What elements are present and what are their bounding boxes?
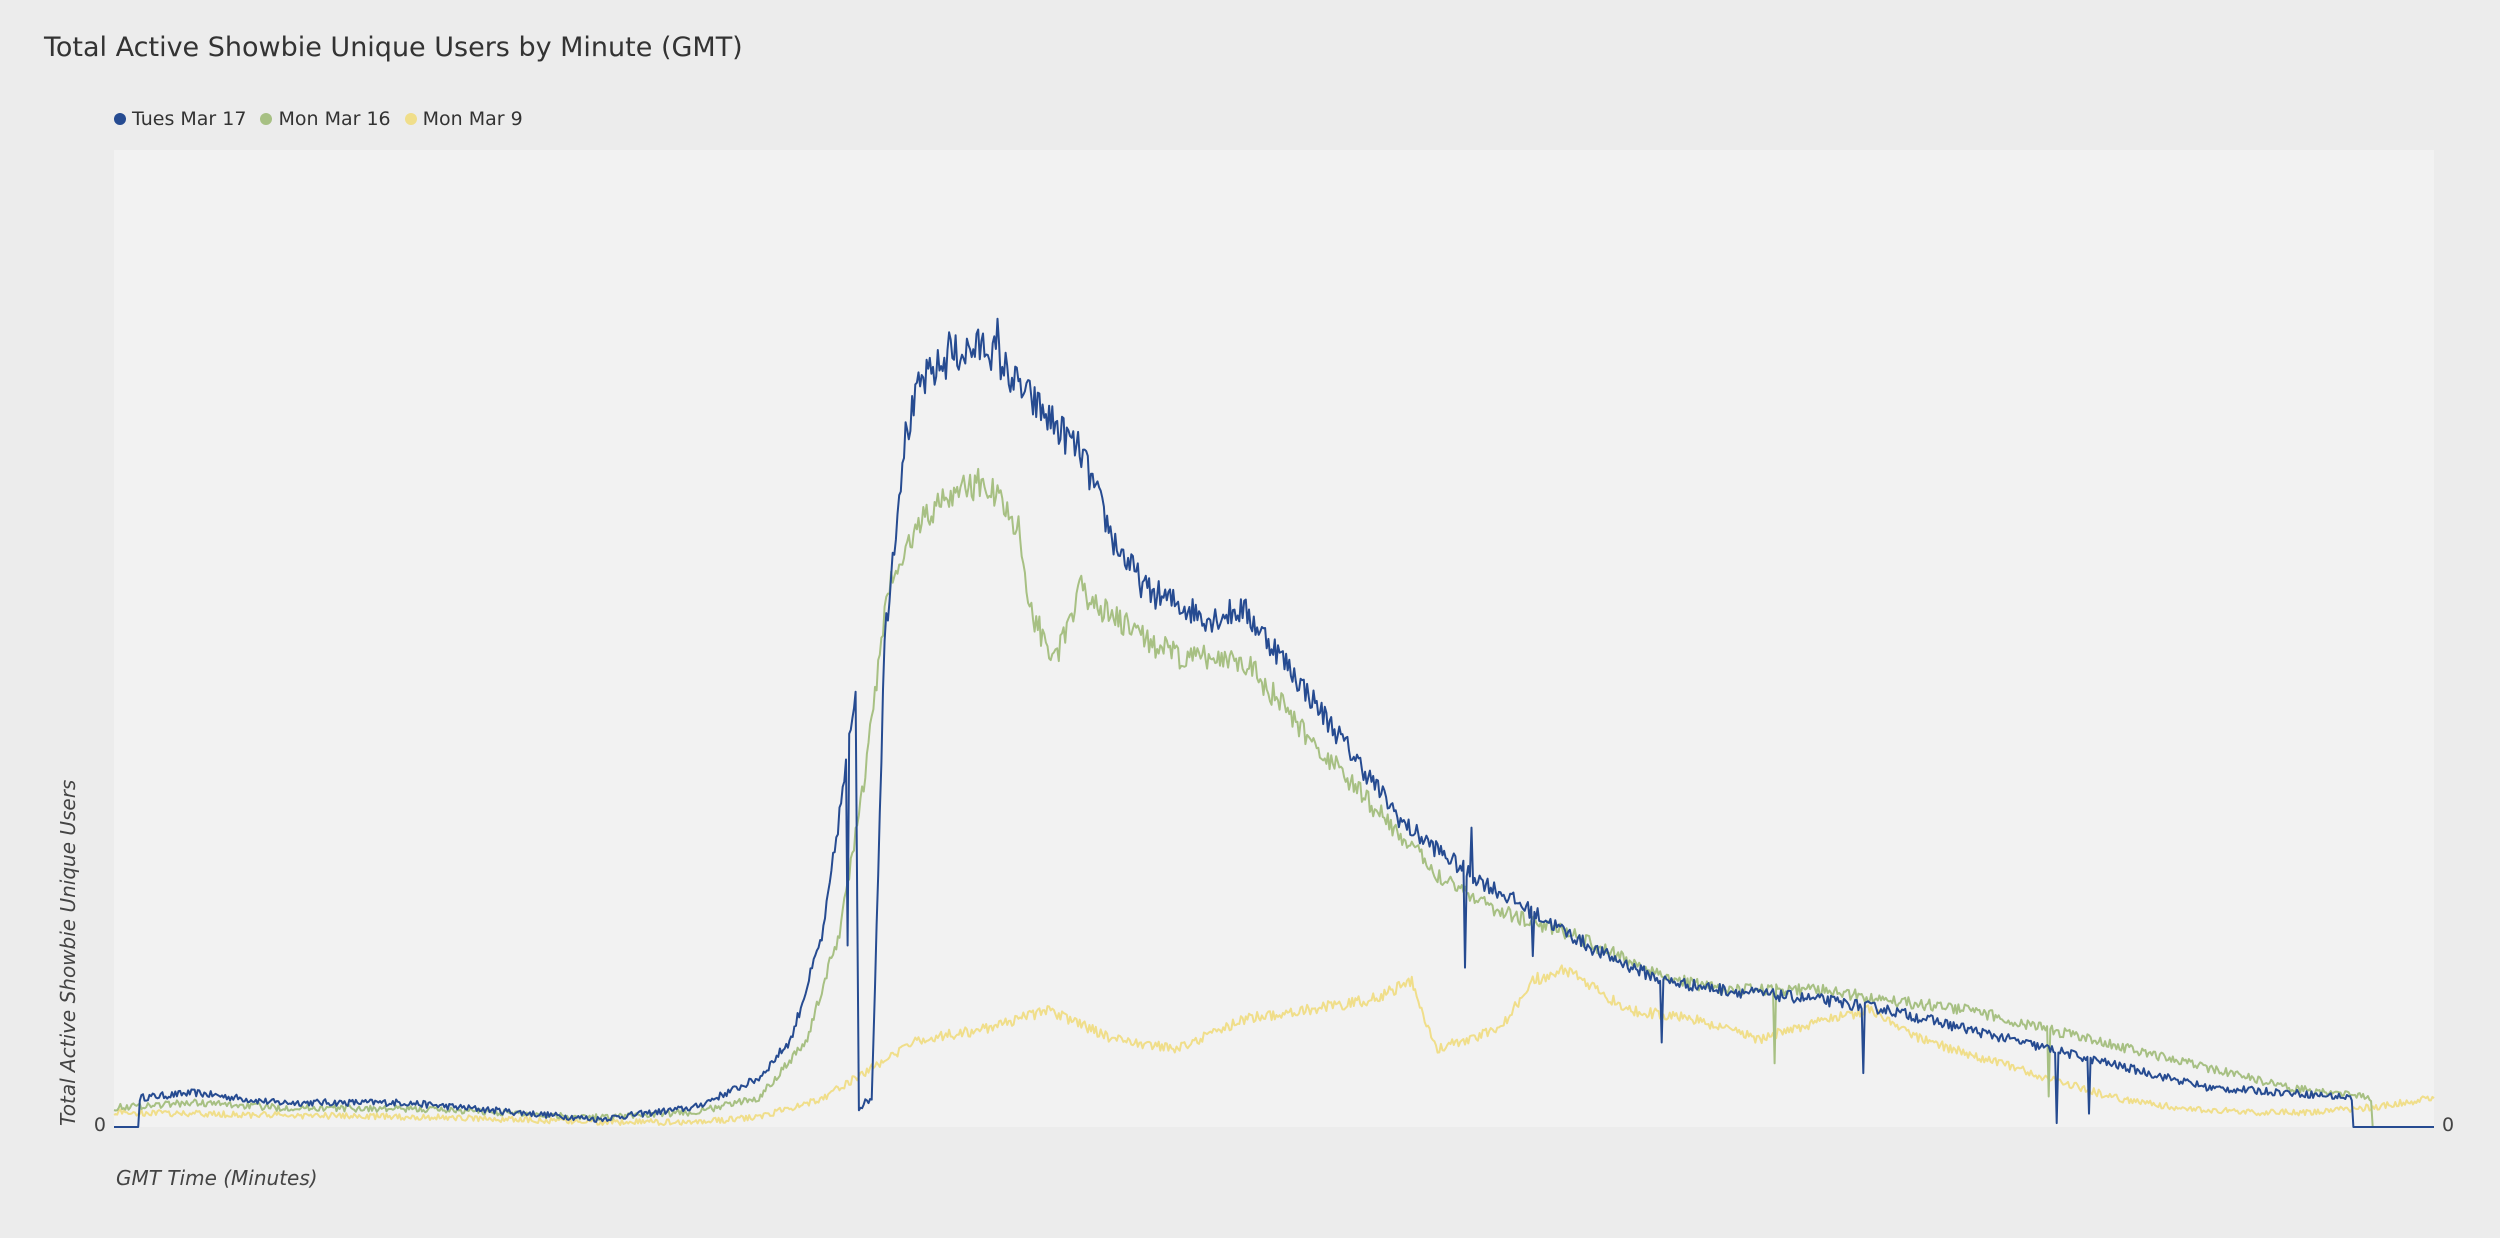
series-line-2 <box>113 467 2434 1128</box>
legend-item-series-1[interactable]: Tues Mar 17 <box>114 108 246 130</box>
legend-dot-series-2 <box>260 113 273 125</box>
legend-label-series-1: Tues Mar 17 <box>132 108 247 130</box>
y-axis-label: Total Active Showbie Unique Users <box>56 779 80 1126</box>
x-axis-label: GMT Time (Minutes) <box>116 1166 318 1190</box>
chart-title: Total Active Showbie Unique Users by Min… <box>44 32 743 63</box>
legend-label-series-3: Mon Mar 9 <box>422 108 523 130</box>
series-layer <box>113 317 2435 1128</box>
series-line-1 <box>114 317 2434 1128</box>
plot-area <box>114 150 2434 1127</box>
legend-dot-series-3 <box>404 113 417 125</box>
y-tick-label-right: 0 <box>2442 1114 2454 1136</box>
legend: Tues Mar 17 Mon Mar 16 Mon Mar 9 <box>114 108 527 130</box>
y-tick-label-left: 0 <box>94 1114 106 1136</box>
legend-dot-series-1 <box>114 113 126 125</box>
legend-item-series-2[interactable]: Mon Mar 16 <box>260 108 391 130</box>
legend-label-series-2: Mon Mar 16 <box>278 108 391 130</box>
legend-item-series-3[interactable]: Mon Mar 9 <box>404 108 523 130</box>
